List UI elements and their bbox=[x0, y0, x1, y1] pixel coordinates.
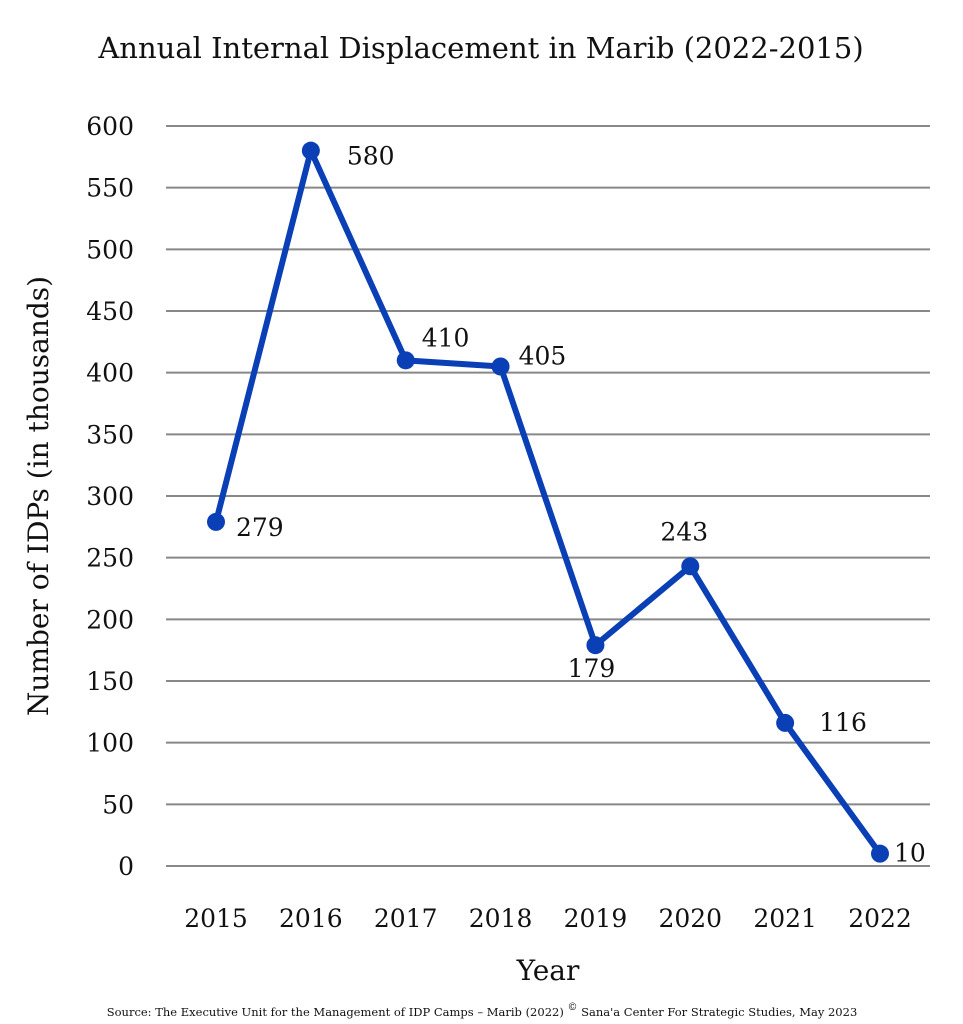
y-tick-label: 500 bbox=[86, 235, 134, 264]
data-point bbox=[681, 557, 700, 576]
data-label: 410 bbox=[422, 323, 470, 352]
y-tick-label: 150 bbox=[86, 667, 134, 696]
x-axis-ticks: 2015 2016 2017 2018 2019 2020 2021 2022 bbox=[184, 904, 912, 933]
credit-text: Sana'a Center For Strategic Studies, May… bbox=[581, 1005, 857, 1019]
data-label: 116 bbox=[819, 708, 867, 737]
data-label: 580 bbox=[347, 142, 395, 171]
source-note: Source: The Executive Unit for the Manag… bbox=[107, 999, 858, 1019]
x-axis-label: Year bbox=[516, 954, 580, 987]
data-label: 405 bbox=[519, 342, 567, 371]
x-tick-label: 2022 bbox=[848, 904, 912, 933]
copyright-symbol: © bbox=[567, 1002, 577, 1013]
y-tick-label: 300 bbox=[86, 482, 134, 511]
y-tick-label: 100 bbox=[86, 729, 134, 758]
source-text: Source: The Executive Unit for the Manag… bbox=[107, 1005, 564, 1019]
x-tick-label: 2019 bbox=[564, 904, 628, 933]
gridlines bbox=[166, 125, 930, 867]
x-tick-label: 2021 bbox=[753, 904, 817, 933]
data-point bbox=[491, 357, 510, 376]
data-labels: 279 580 410 405 179 243 116 10 bbox=[236, 142, 926, 868]
x-tick-label: 2018 bbox=[469, 904, 533, 933]
y-tick-label: 50 bbox=[102, 790, 134, 819]
data-point bbox=[207, 512, 225, 531]
data-point bbox=[396, 351, 415, 370]
y-tick-label: 0 bbox=[118, 852, 134, 881]
y-tick-label: 200 bbox=[86, 605, 134, 634]
y-tick-label: 600 bbox=[86, 112, 134, 141]
data-point bbox=[301, 141, 320, 160]
y-axis-label: Number of IDPs (in thousands) bbox=[22, 276, 55, 716]
x-tick-label: 2015 bbox=[184, 904, 248, 933]
y-tick-label: 250 bbox=[86, 544, 134, 573]
series-line-group bbox=[207, 141, 889, 863]
x-tick-label: 2017 bbox=[374, 904, 438, 933]
y-axis-ticks: 0 50 100 150 200 250 300 350 400 450 500 550 600 bbox=[86, 112, 134, 881]
y-tick-label: 450 bbox=[86, 297, 134, 326]
series-line bbox=[213, 147, 883, 856]
data-label: 179 bbox=[568, 654, 616, 683]
x-tick-label: 2016 bbox=[279, 904, 343, 933]
data-label: 243 bbox=[660, 517, 708, 546]
y-tick-label: 550 bbox=[86, 174, 134, 203]
data-label: 10 bbox=[894, 839, 926, 868]
chart-title: Annual Internal Displacement in Marib (2… bbox=[97, 31, 863, 65]
data-point bbox=[871, 844, 889, 863]
y-tick-label: 400 bbox=[86, 359, 134, 388]
x-tick-label: 2020 bbox=[658, 904, 722, 933]
data-point bbox=[586, 636, 605, 655]
data-label: 279 bbox=[236, 513, 284, 542]
y-tick-label: 350 bbox=[86, 420, 134, 449]
data-point bbox=[776, 713, 795, 732]
